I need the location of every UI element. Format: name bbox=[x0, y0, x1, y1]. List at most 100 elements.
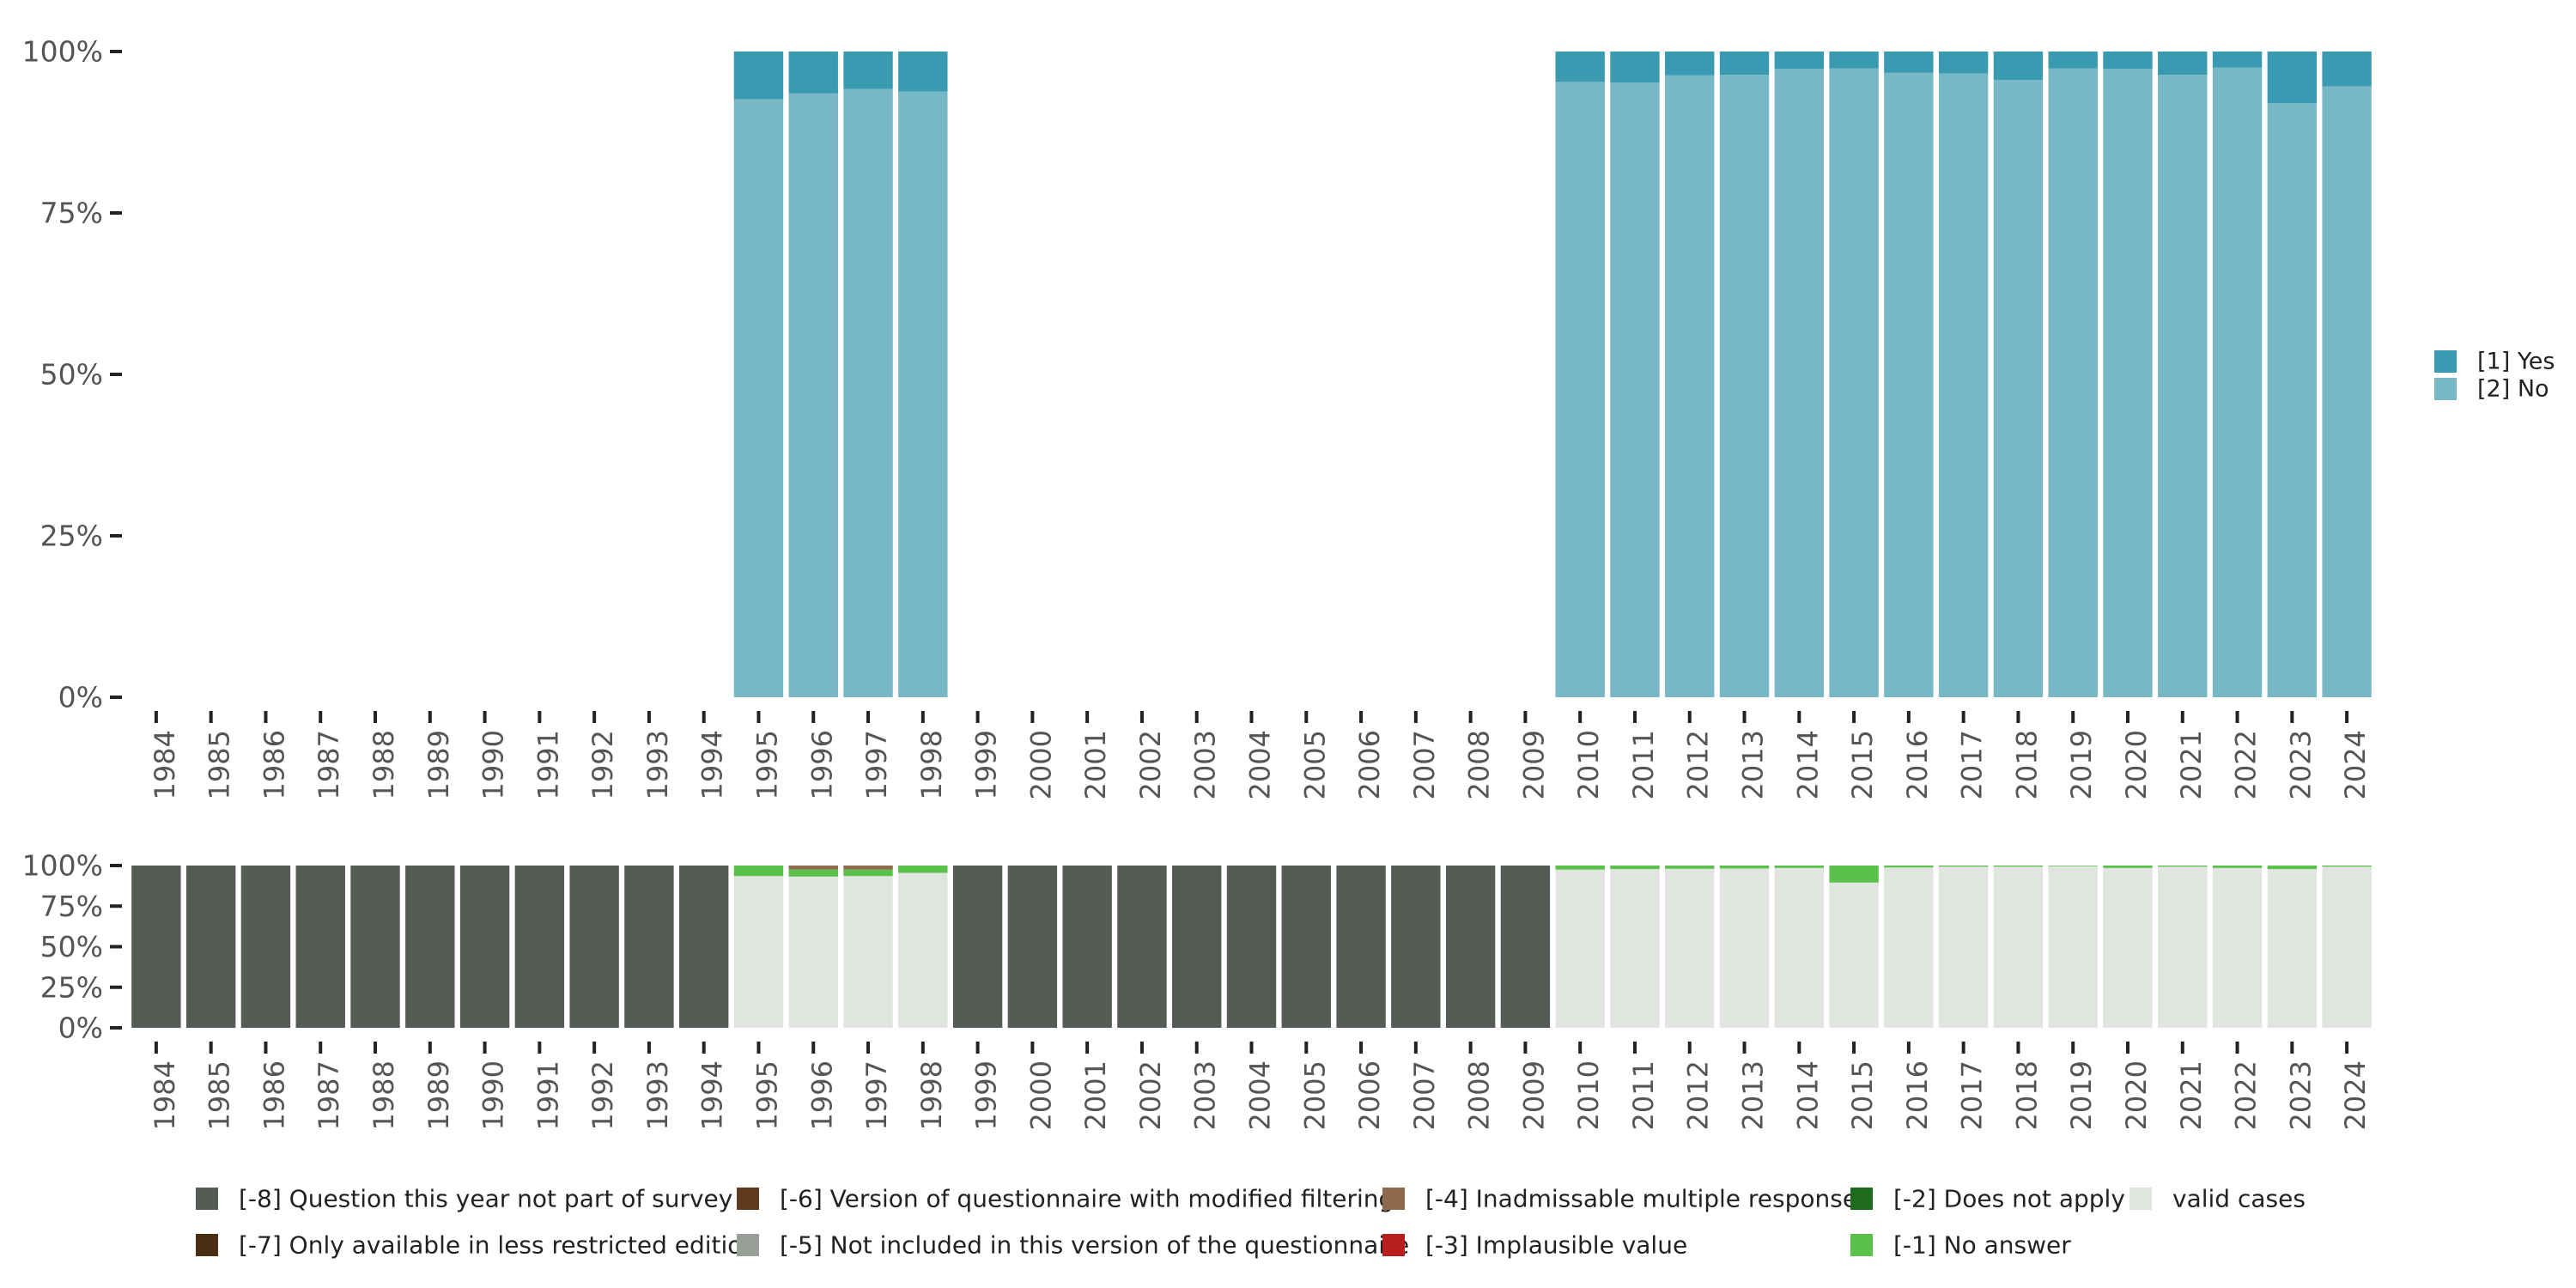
bar-valid-cases-2021 bbox=[2158, 866, 2208, 1028]
legend-label-8-question-this-year-not-part-of-survey: [-8] Question this year not part of surv… bbox=[239, 1185, 732, 1213]
bar-1-no-answer-1998 bbox=[898, 866, 948, 873]
x-tick-label: 1993 bbox=[641, 1060, 674, 1130]
x-tick-label: 1984 bbox=[149, 1060, 181, 1130]
legend-label-valid-cases: valid cases bbox=[2172, 1185, 2306, 1213]
bar-2-no-2018 bbox=[1993, 80, 2044, 697]
x-tick-label: 1993 bbox=[641, 730, 674, 799]
legend-label-3-implausible-value: [-3] Implausible value bbox=[1425, 1231, 1687, 1260]
x-tick-label: 2013 bbox=[1737, 1060, 1770, 1130]
x-tick-label: 2003 bbox=[1189, 730, 1222, 799]
bar-8-question-this-year-not-part-of-survey-1986 bbox=[240, 866, 291, 1028]
main-legend: [1] Yes[2] No bbox=[2434, 349, 2555, 403]
bar-2-no-1997 bbox=[843, 88, 893, 698]
bar-valid-cases-1996 bbox=[788, 876, 838, 1028]
legend-swatch-6-version-of-questionnaire-with-modified-filtering bbox=[737, 1188, 759, 1210]
legend-swatch-3-implausible-value bbox=[1382, 1234, 1405, 1256]
y-tick-label: 25% bbox=[40, 519, 103, 553]
bar-2-no-2014 bbox=[1774, 69, 1825, 697]
bar-8-question-this-year-not-part-of-survey-2006 bbox=[1336, 866, 1386, 1028]
missing-chart: 0% 25% 50% 75% 100% 1984 1985 1986 1987 1988 1989 1… bbox=[22, 849, 2372, 1131]
y-tick-label: 0% bbox=[58, 681, 103, 714]
bar-2-no-2017 bbox=[1938, 73, 1989, 698]
bar-1-no-answer-1995 bbox=[733, 866, 784, 877]
legend-label-1-no-answer: [-1] No answer bbox=[1893, 1231, 2071, 1260]
x-tick-label: 2011 bbox=[1627, 1060, 1660, 1130]
bar-valid-cases-1995 bbox=[733, 876, 784, 1028]
x-tick-label: 2002 bbox=[1134, 1060, 1167, 1130]
x-tick-label: 2009 bbox=[1517, 1060, 1550, 1130]
x-tick-label: 1985 bbox=[204, 1060, 236, 1130]
bar-1-no-answer-2013 bbox=[1719, 866, 1770, 869]
bar-2-no-2019 bbox=[2048, 68, 2098, 697]
x-tick-label: 1988 bbox=[368, 1060, 400, 1130]
bar-2-no-1996 bbox=[788, 93, 838, 697]
bar-1-no-answer-1996 bbox=[788, 869, 838, 877]
legend-swatch-valid-cases bbox=[2129, 1188, 2152, 1210]
bar-valid-cases-2019 bbox=[2048, 866, 2098, 1028]
bar-8-question-this-year-not-part-of-survey-1990 bbox=[459, 866, 510, 1028]
x-tick-label: 2016 bbox=[1901, 1060, 1934, 1130]
bar-2-no-2015 bbox=[1829, 68, 1879, 697]
bar-1-yes-2024 bbox=[2322, 52, 2372, 87]
main-chart: 0% 25% 50% 75% 100% 1984 1985 1986 1987 1988 1989 1… bbox=[22, 35, 2372, 800]
bar-8-question-this-year-not-part-of-survey-1989 bbox=[405, 866, 455, 1028]
bar-valid-cases-2020 bbox=[2103, 867, 2153, 1028]
bar-valid-cases-1997 bbox=[843, 876, 893, 1028]
x-tick-label: 2008 bbox=[1463, 730, 1496, 799]
x-tick-label: 2006 bbox=[1353, 1060, 1386, 1130]
x-tick-label: 2008 bbox=[1463, 1060, 1496, 1130]
bar-8-question-this-year-not-part-of-survey-2003 bbox=[1172, 866, 1222, 1028]
x-tick-label: 1994 bbox=[696, 730, 729, 799]
x-tick-label: 2000 bbox=[1024, 730, 1057, 799]
x-tick-label: 2017 bbox=[1956, 1060, 1989, 1130]
y-tick-label: 75% bbox=[40, 197, 103, 230]
bar-2-no-1995 bbox=[733, 99, 784, 697]
bar-1-yes-2018 bbox=[1993, 52, 2044, 81]
bar-1-no-answer-2016 bbox=[1884, 866, 1934, 868]
x-tick-label: 1995 bbox=[750, 730, 783, 799]
bar-2-no-2010 bbox=[1555, 82, 1605, 698]
x-tick-label: 2024 bbox=[2339, 730, 2372, 799]
x-tick-label: 1990 bbox=[477, 730, 510, 799]
x-tick-label: 1988 bbox=[368, 730, 400, 799]
legend-label-6-version-of-questionnaire-with-modified-filtering: [-6] Version of questionnaire with modif… bbox=[780, 1185, 1394, 1213]
legend-swatch-2-does-not-apply bbox=[1850, 1188, 1873, 1210]
x-tick-label: 2019 bbox=[2065, 730, 2098, 799]
bar-valid-cases-2012 bbox=[1665, 868, 1715, 1028]
x-tick-label: 1998 bbox=[915, 730, 948, 799]
bar-4-inadmissable-multiple-response-1997 bbox=[843, 866, 893, 870]
x-tick-label: 2018 bbox=[2010, 1060, 2043, 1130]
x-tick-label: 1989 bbox=[422, 1060, 455, 1130]
bar-8-question-this-year-not-part-of-survey-2005 bbox=[1281, 866, 1331, 1028]
bar-2-no-1998 bbox=[898, 91, 948, 697]
bar-1-yes-1998 bbox=[898, 52, 948, 92]
x-tick-label: 1987 bbox=[313, 730, 345, 799]
x-tick-label: 1994 bbox=[696, 1060, 729, 1130]
bar-2-no-2011 bbox=[1610, 82, 1660, 697]
bar-1-yes-1996 bbox=[788, 52, 838, 94]
x-tick-label: 1990 bbox=[477, 1060, 510, 1130]
bar-2-no-2024 bbox=[2322, 86, 2372, 697]
x-tick-label: 1991 bbox=[532, 1060, 564, 1130]
bar-1-no-answer-2011 bbox=[1610, 866, 1660, 870]
legend-swatch-5-not-included-in-this-version-of-the-questionnaire bbox=[737, 1234, 759, 1256]
x-tick-label: 2023 bbox=[2284, 1060, 2317, 1130]
x-tick-label: 2010 bbox=[1572, 730, 1605, 799]
x-tick-label: 2012 bbox=[1682, 1060, 1715, 1130]
x-tick-label: 2000 bbox=[1024, 1060, 1057, 1130]
x-tick-label: 2021 bbox=[2175, 730, 2208, 799]
x-tick-label: 2022 bbox=[2230, 730, 2263, 799]
bar-1-no-answer-2023 bbox=[2267, 866, 2318, 870]
bar-valid-cases-2014 bbox=[1774, 867, 1825, 1028]
y-tick-label: 50% bbox=[40, 358, 103, 392]
x-tick-label: 2019 bbox=[2065, 1060, 2098, 1130]
bar-1-yes-2020 bbox=[2103, 52, 2153, 70]
x-tick-label: 2021 bbox=[2175, 1060, 2208, 1130]
missing-legend: [-8] Question this year not part of surv… bbox=[196, 1185, 2306, 1260]
bar-8-question-this-year-not-part-of-survey-1999 bbox=[952, 866, 1003, 1028]
legend-swatch-1-no-answer bbox=[1850, 1234, 1873, 1256]
bar-valid-cases-2023 bbox=[2267, 869, 2318, 1028]
x-tick-label: 2005 bbox=[1298, 1060, 1331, 1130]
bar-1-no-answer-2012 bbox=[1665, 866, 1715, 869]
